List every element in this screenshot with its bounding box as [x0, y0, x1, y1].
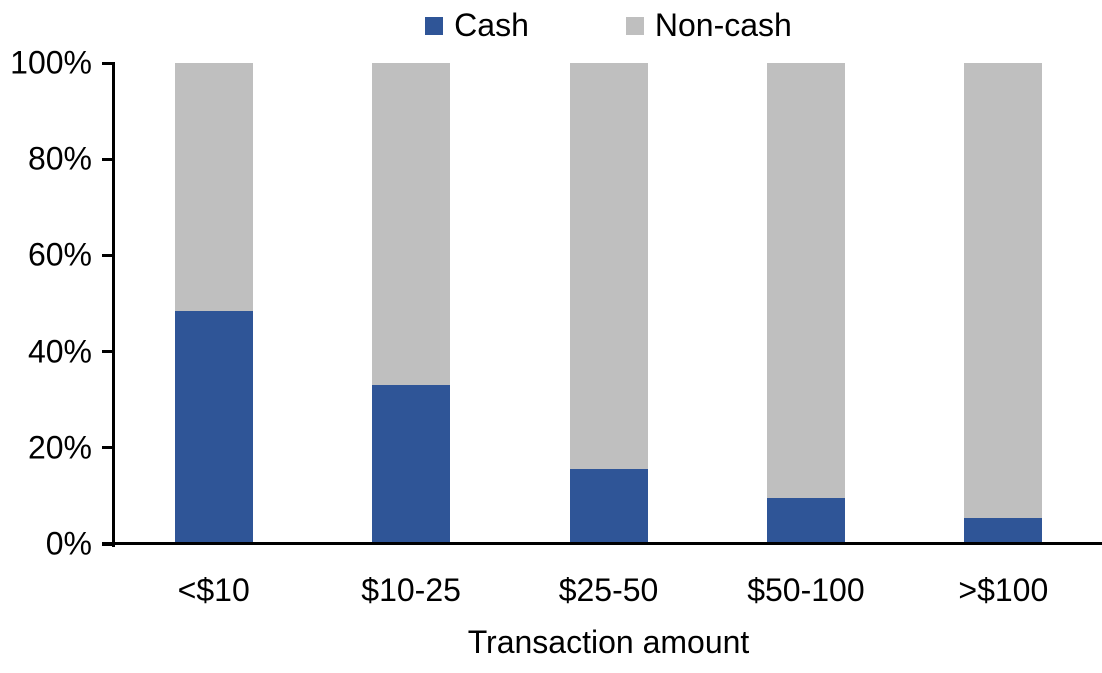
bar-segment-cash: [174, 310, 253, 544]
x-axis-title: Transaction amount: [467, 624, 750, 660]
bar-segment-non-cash: [569, 63, 648, 470]
y-axis-tick: [102, 542, 113, 546]
bar-segment-cash: [372, 385, 451, 544]
stacked-bar: [964, 63, 1043, 544]
y-axis-tick: [102, 253, 113, 257]
x-axis-category-label: >$100: [958, 572, 1049, 608]
bar-column-100: [905, 63, 1102, 544]
bar-segment-cash: [766, 498, 845, 544]
legend-item-cash: Cash: [425, 7, 529, 43]
y-axis-tick-label: 80%: [27, 140, 92, 177]
cash-legend-swatch: [425, 16, 444, 35]
bar-segment-cash: [569, 469, 648, 544]
non-cash-legend-swatch: [625, 16, 644, 35]
y-axis-tick-label: 100%: [10, 44, 92, 81]
stacked-bar: [766, 63, 845, 544]
bar-column-25-50: [510, 63, 707, 544]
x-axis-line: [102, 542, 1102, 545]
x-axis-category-label: <$10: [177, 572, 250, 608]
y-axis-tick: [102, 61, 113, 65]
y-axis-tick: [102, 157, 113, 161]
bar-column-10-25: [312, 63, 509, 544]
y-axis-tick: [102, 446, 113, 450]
stacked-bar: [372, 63, 451, 544]
x-axis-category-label: $50-100: [747, 572, 865, 608]
y-axis-tick-label: 60%: [27, 236, 92, 273]
y-axis-tick: [102, 350, 113, 354]
bar-column-50-100: [707, 63, 904, 544]
y-axis-tick-label: 20%: [27, 429, 92, 466]
bar-segment-non-cash: [174, 63, 253, 311]
bar-segment-non-cash: [766, 63, 845, 499]
legend-item-non-cash: Non-cash: [625, 7, 792, 43]
legend-label: Non-cash: [654, 7, 792, 43]
x-axis-category-label: $10-25: [361, 572, 461, 608]
x-axis-labels: <$10 $10-25 $25-50 $50-100 >$100: [115, 572, 1102, 609]
y-axis-line: [112, 62, 115, 547]
x-axis-category-label: $25-50: [558, 572, 659, 608]
stacked-bar: [174, 63, 253, 544]
bar-segment-cash: [964, 517, 1043, 544]
chart-legend: Cash Non-cash: [115, 7, 1102, 43]
bar-segment-non-cash: [372, 63, 451, 386]
plot-area: [115, 63, 1102, 544]
y-axis-tick-label: 40%: [27, 333, 92, 370]
bar-segment-non-cash: [964, 63, 1043, 518]
stacked-bar: [569, 63, 648, 544]
legend-label: Cash: [454, 7, 529, 43]
bar-column-10: [115, 63, 312, 544]
y-axis-tick-label: 0%: [45, 525, 92, 562]
